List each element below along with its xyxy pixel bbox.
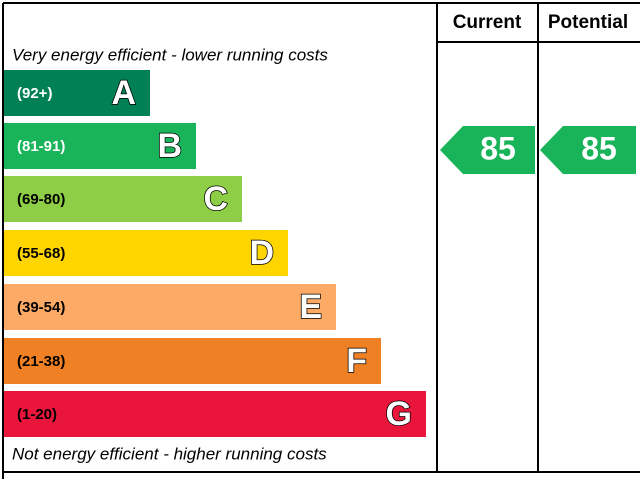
band-range: (81-91) — [17, 138, 65, 155]
band-letter: E — [299, 288, 322, 326]
band-letter: F — [346, 342, 367, 380]
band-letter: D — [249, 234, 274, 272]
potential-score: 85 — [581, 130, 617, 166]
band-letter: C — [203, 180, 228, 218]
band-range: (1-20) — [17, 406, 57, 423]
band-letter: B — [157, 127, 182, 165]
top-note: Very energy efficient - lower running co… — [12, 45, 328, 64]
band-bar — [4, 176, 242, 222]
band-bar — [4, 284, 336, 330]
bands: (92+) A (81-91) B (69-80) C (55-68) D (39-54) E (2… — [4, 70, 426, 437]
band-range: (69-80) — [17, 191, 65, 208]
band-bar — [4, 230, 288, 276]
current-score: 85 — [480, 130, 516, 166]
band-range: (21-38) — [17, 353, 65, 370]
potential-arrow — [540, 126, 636, 174]
bottom-note: Not energy efficient - higher running co… — [12, 444, 327, 463]
potential-header: Potential — [548, 12, 628, 33]
band-bar — [4, 70, 150, 116]
band-range: (55-68) — [17, 245, 65, 262]
band-letter: A — [111, 74, 136, 112]
band-letter: G — [386, 395, 412, 433]
band-range: (92+) — [17, 85, 52, 102]
current-header: Current — [453, 12, 522, 33]
band-bar — [4, 338, 381, 384]
current-arrow — [440, 126, 535, 174]
band-bar — [4, 123, 196, 169]
band-range: (39-54) — [17, 299, 65, 316]
band-bar — [4, 391, 426, 437]
